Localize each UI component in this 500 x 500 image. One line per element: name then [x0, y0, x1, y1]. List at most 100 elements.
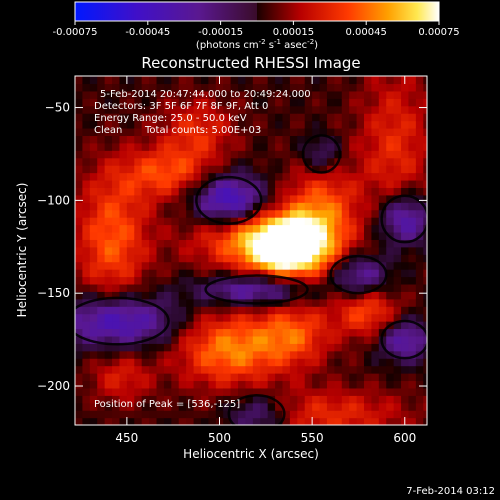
heatmap-cell — [334, 90, 343, 99]
heatmap-cell — [341, 328, 350, 337]
heatmap-cell — [334, 306, 343, 315]
heatmap-cell — [119, 373, 128, 382]
heatmap-cell — [208, 90, 217, 99]
heatmap-cell — [141, 98, 150, 107]
heatmap-cell — [319, 165, 328, 174]
heatmap-cell — [260, 98, 269, 107]
heatmap-cell — [223, 358, 232, 367]
heatmap-cell — [312, 246, 321, 255]
heatmap-cell — [186, 246, 195, 255]
heatmap-cell — [312, 142, 321, 151]
heatmap-cell — [334, 217, 343, 226]
heatmap-cell — [134, 98, 143, 107]
heatmap-cell — [171, 142, 180, 151]
heatmap-cell — [297, 202, 306, 211]
heatmap-cell — [260, 246, 269, 255]
heatmap-cell — [334, 313, 343, 322]
heatmap-cell — [371, 150, 380, 159]
heatmap-cell — [238, 194, 247, 203]
heatmap-cell — [334, 402, 343, 411]
heatmap-cell — [334, 246, 343, 255]
heatmap-cell — [297, 150, 306, 159]
heatmap-cell — [163, 157, 172, 166]
heatmap-cell — [82, 172, 91, 181]
heatmap-cell — [364, 276, 373, 285]
heatmap-cell — [312, 113, 321, 122]
heatmap-cell — [252, 283, 261, 292]
heatmap-cell — [126, 76, 135, 85]
heatmap-cell — [208, 142, 217, 151]
heatmap-cell — [408, 343, 417, 352]
heatmap-cell — [200, 172, 209, 181]
heatmap-cell — [341, 98, 350, 107]
heatmap-cell — [126, 402, 135, 411]
heatmap-cell — [408, 135, 417, 144]
heatmap-cell — [408, 165, 417, 174]
heatmap-cell — [104, 328, 113, 337]
heatmap-cell — [408, 276, 417, 285]
heatmap-cell — [297, 113, 306, 122]
heatmap-cell — [97, 343, 106, 352]
heatmap-cell — [156, 187, 165, 196]
heatmap-cell — [371, 98, 380, 107]
heatmap-cell — [393, 380, 402, 389]
heatmap-cell — [112, 165, 121, 174]
heatmap-cell — [104, 276, 113, 285]
heatmap-cell — [89, 76, 98, 85]
heatmap-cell — [104, 306, 113, 315]
colorbar-tick-label: 0.00045 — [346, 27, 387, 38]
heatmap-cell — [141, 313, 150, 322]
heatmap-cell — [282, 283, 291, 292]
heatmap-cell — [119, 321, 128, 330]
annotation-time-range: 5-Feb-2014 20:47:44.000 to 20:49:24.000 — [100, 89, 311, 100]
heatmap-cell — [408, 328, 417, 337]
heatmap-cell — [245, 165, 254, 174]
heatmap-cell — [393, 365, 402, 374]
heatmap-cell — [141, 209, 150, 218]
heatmap-cell — [149, 179, 158, 188]
heatmap-cell — [230, 179, 239, 188]
heatmap-cell — [289, 298, 298, 307]
heatmap-cell — [423, 387, 427, 396]
heatmap-cell — [75, 343, 84, 352]
heatmap-cell — [193, 313, 202, 322]
heatmap-cell — [386, 387, 395, 396]
heatmap-cell — [349, 231, 358, 240]
heatmap-cell — [245, 142, 254, 151]
heatmap-cell — [230, 358, 239, 367]
heatmap-cell — [393, 83, 402, 92]
heatmap-cell — [134, 335, 143, 344]
heatmap-cell — [304, 365, 313, 374]
heatmap-cell — [415, 387, 424, 396]
heatmap-cell — [245, 306, 254, 315]
heatmap-cell — [238, 261, 247, 270]
heatmap-cell — [134, 387, 143, 396]
heatmap-cell — [378, 194, 387, 203]
heatmap-cell — [393, 387, 402, 396]
heatmap-cell — [112, 142, 121, 151]
heatmap-cell — [223, 120, 232, 129]
heatmap-cell — [238, 202, 247, 211]
heatmap-cell — [378, 298, 387, 307]
heatmap-cell — [275, 157, 284, 166]
heatmap-cell — [423, 120, 427, 129]
heatmap-cell — [163, 217, 172, 226]
y-tick-label: −100 — [37, 193, 70, 207]
heatmap-cell — [334, 172, 343, 181]
heatmap-cell — [252, 76, 261, 85]
heatmap-cell — [245, 321, 254, 330]
heatmap-cell — [171, 350, 180, 359]
heatmap-cell — [97, 254, 106, 263]
heatmap-cell — [312, 313, 321, 322]
heatmap-cell — [245, 261, 254, 270]
heatmap-cell — [89, 328, 98, 337]
heatmap-cell — [119, 239, 128, 248]
heatmap-cell — [319, 150, 328, 159]
x-tick-label: 500 — [208, 431, 231, 445]
heatmap-cell — [297, 172, 306, 181]
heatmap-cell — [171, 313, 180, 322]
heatmap-cell — [238, 387, 247, 396]
heatmap-cell — [415, 298, 424, 307]
heatmap-cell — [134, 395, 143, 404]
heatmap-cell — [289, 321, 298, 330]
